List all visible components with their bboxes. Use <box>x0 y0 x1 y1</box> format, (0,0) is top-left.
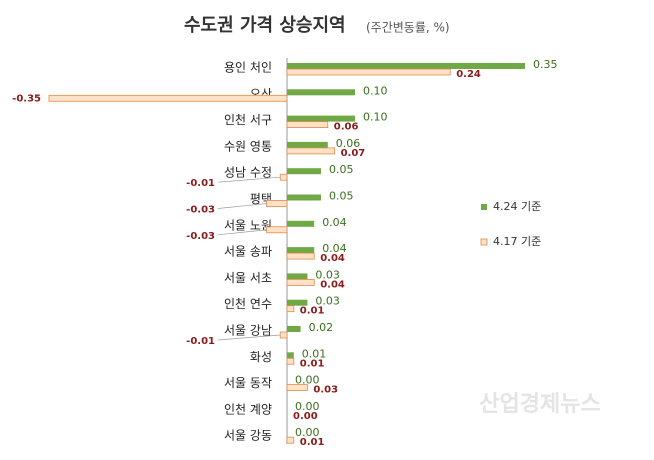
bar <box>48 94 288 102</box>
bar <box>286 252 315 260</box>
value-label: 0.04 <box>322 242 347 255</box>
legend-label: 4.17 기준 <box>493 235 541 248</box>
value-label: 0.01 <box>300 437 325 448</box>
bar <box>287 115 355 122</box>
bar <box>286 357 295 365</box>
leader-line <box>217 176 281 183</box>
value-label: 0.07 <box>341 148 366 159</box>
value-label: 0.03 <box>315 268 340 281</box>
value-label: 0.03 <box>313 385 338 396</box>
value-label: 0.00 <box>295 426 320 439</box>
value-label: -0.01 <box>186 178 215 189</box>
value-label: 0.06 <box>334 122 359 133</box>
value-label: -0.03 <box>186 205 215 216</box>
leader-line <box>217 203 267 209</box>
value-label: 0.01 <box>300 358 325 369</box>
bar <box>286 278 315 286</box>
bar <box>287 194 321 201</box>
y-tick-label: 서울 서초 <box>224 271 272 285</box>
bar <box>286 384 308 392</box>
legend-label: 4.24 기준 <box>493 200 541 213</box>
value-label: 0.04 <box>320 253 345 264</box>
value-label: 0.10 <box>363 111 388 124</box>
chart-title: 수도권 가격 상승지역 <box>184 15 346 36</box>
value-label: 0.04 <box>320 279 345 290</box>
bar <box>287 63 525 69</box>
bar <box>279 173 288 181</box>
value-label: 0.01 <box>300 306 325 317</box>
value-label: 0.35 <box>533 58 558 71</box>
value-label: 0.05 <box>329 190 354 203</box>
y-tick-label: 서울 강남 <box>224 324 272 338</box>
legend-swatch <box>480 238 488 246</box>
value-label: 0.01 <box>302 347 327 360</box>
value-label: 0.10 <box>363 84 388 97</box>
value-label: -0.03 <box>186 231 215 242</box>
y-tick-label: 서울 강동 <box>224 429 272 443</box>
leader-line <box>217 229 267 236</box>
bar <box>287 326 301 332</box>
bar <box>286 436 295 444</box>
watermark: 산업경제뉴스 <box>479 392 600 417</box>
y-tick-label: 서울 동작 <box>224 376 272 390</box>
y-tick-label: 수원 영통 <box>224 139 272 153</box>
value-label: 0.06 <box>336 137 361 150</box>
bar <box>266 200 288 207</box>
bar <box>286 68 451 76</box>
bar <box>287 141 328 148</box>
chart-subtitle: (주간변동률, %) <box>366 21 450 35</box>
y-tick-label: 인천 계양 <box>224 401 272 416</box>
y-tick-label: 인천 서구 <box>224 112 272 127</box>
legend-swatch <box>481 204 487 210</box>
bar <box>287 247 315 254</box>
bar <box>279 331 288 339</box>
y-tick-label: 인천 연수 <box>224 296 272 311</box>
bar <box>286 305 295 313</box>
value-label: 0.03 <box>315 295 340 308</box>
bar <box>286 147 335 155</box>
value-label: 0.00 <box>293 411 318 422</box>
leader-line <box>217 334 281 341</box>
bar <box>287 299 308 306</box>
bar <box>287 220 315 227</box>
y-tick-label: 서울 노원 <box>224 218 272 232</box>
value-label: 0.00 <box>295 374 320 387</box>
value-label: -0.01 <box>186 336 215 347</box>
y-tick-label: 용인 처인 <box>224 61 272 75</box>
value-label: 0.24 <box>456 69 481 80</box>
bar <box>287 89 355 96</box>
bar <box>287 168 321 175</box>
y-tick-label: 성남 수정 <box>224 166 272 180</box>
bar <box>286 121 329 128</box>
value-label: 0.02 <box>309 321 334 334</box>
bar <box>266 226 288 234</box>
value-label: 0.04 <box>322 216 347 229</box>
value-label: 0.00 <box>295 400 320 413</box>
value-label: 0.05 <box>329 163 354 176</box>
y-tick-label: 서울 송파 <box>224 245 272 259</box>
bar <box>287 273 308 280</box>
bar <box>287 352 294 359</box>
value-label: -0.35 <box>12 93 41 104</box>
y-tick-label: 화성 <box>250 350 272 364</box>
